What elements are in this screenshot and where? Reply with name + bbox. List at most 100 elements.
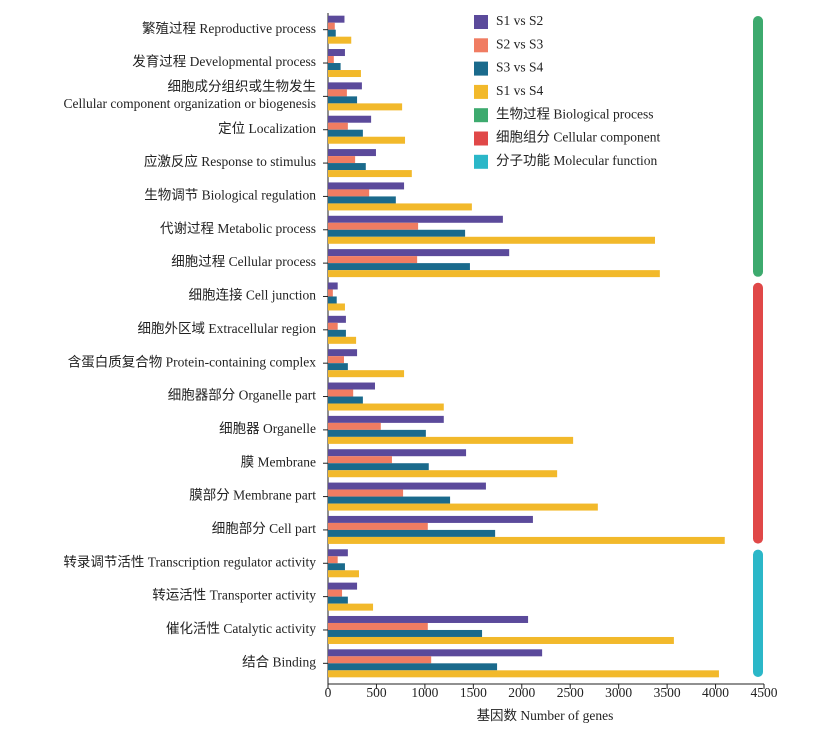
bar — [328, 289, 333, 297]
bar — [328, 436, 574, 444]
bar — [328, 429, 426, 437]
bar — [328, 136, 406, 144]
bar — [328, 496, 451, 504]
legend-label: 细胞组分 Cellular component — [496, 130, 660, 145]
bar — [328, 263, 470, 271]
bar — [328, 203, 472, 211]
bar — [328, 422, 381, 430]
bar — [328, 615, 529, 623]
bar — [328, 589, 343, 597]
bar — [328, 596, 348, 604]
y-tick-label: 代谢过程 Metabolic process — [160, 221, 316, 236]
bar — [328, 149, 376, 157]
bar — [328, 415, 444, 423]
legend-swatch — [474, 108, 488, 123]
x-tick-label: 3000 — [605, 685, 632, 700]
y-tick-label: 含蛋白质复合物 Protein-containing complex — [68, 353, 316, 369]
y-tick-label: 发育过程 Developmental process — [132, 54, 316, 69]
bar — [328, 96, 358, 104]
bar — [328, 522, 428, 530]
bar — [328, 582, 358, 590]
bar — [328, 103, 403, 111]
bar — [328, 449, 467, 457]
bar — [328, 322, 338, 330]
legend-label: S2 vs S3 — [496, 36, 544, 51]
bar — [328, 282, 338, 290]
bar — [328, 529, 496, 537]
bar — [328, 556, 338, 564]
y-tick-label: 细胞成分组织或生物发生 Cellular component organizati… — [64, 79, 316, 111]
legend-swatch — [474, 38, 488, 53]
legend-label: 分子功能 Molecular function — [496, 153, 657, 168]
bar — [328, 236, 655, 244]
bar — [328, 536, 725, 544]
x-tick-label: 4000 — [702, 685, 729, 700]
bar — [328, 15, 345, 23]
bar — [328, 463, 429, 471]
x-tick-label: 3500 — [654, 685, 681, 700]
bar — [328, 22, 335, 30]
bar — [328, 303, 345, 311]
group-bar — [753, 282, 763, 544]
bar — [328, 270, 660, 278]
y-tick-label: 定位 Localization — [218, 121, 316, 136]
bar — [328, 382, 375, 390]
bar — [328, 196, 396, 204]
y-tick-label: 膜部分 Membrane part — [189, 488, 316, 503]
bar — [328, 122, 348, 130]
bar — [328, 82, 362, 90]
legend-swatch — [474, 131, 488, 146]
bar — [328, 636, 674, 644]
x-tick-label: 2000 — [508, 685, 535, 700]
legend-swatch — [474, 154, 488, 169]
bar — [328, 256, 418, 264]
y-tick-label: 催化活性 Catalytic activity — [166, 621, 316, 636]
x-tick-label: 500 — [366, 685, 387, 700]
legend-label: 生物过程 Biological process — [496, 106, 653, 121]
y-tick-label: 细胞过程 Cellular process — [171, 254, 316, 269]
group-bar — [753, 549, 763, 677]
bar — [328, 563, 345, 571]
bar — [328, 396, 363, 404]
legend-label: S1 vs S2 — [496, 13, 543, 28]
y-tick-label: 细胞器 Organelle — [219, 421, 316, 436]
bar — [328, 115, 372, 123]
y-tick-label: 结合 Binding — [242, 654, 316, 669]
bar — [328, 389, 354, 397]
y-tick-label: 应激反应 Response to stimulus — [144, 153, 316, 169]
y-tick-label: 转录调节活性 Transcription regulator activity — [63, 554, 316, 569]
legend-label: S1 vs S4 — [496, 83, 544, 98]
bar — [328, 189, 370, 197]
bar — [328, 249, 510, 257]
bar — [328, 156, 356, 164]
bar — [328, 163, 366, 171]
bar — [328, 63, 341, 71]
x-tick-label: 0 — [325, 685, 332, 700]
bar — [328, 36, 352, 44]
bar — [328, 656, 432, 664]
bar — [328, 336, 357, 344]
bar — [328, 482, 486, 490]
bar — [328, 663, 498, 671]
y-tick-label: 细胞外区域 Extracellular region — [138, 321, 317, 336]
group-bar — [753, 16, 763, 277]
bar — [328, 329, 346, 337]
bar — [328, 456, 392, 464]
x-tick-label: 1500 — [460, 685, 487, 700]
bar — [328, 315, 346, 323]
legend-label: S3 vs S4 — [496, 60, 544, 75]
bar — [328, 229, 466, 237]
bar — [328, 56, 334, 64]
bar — [328, 356, 344, 364]
bar — [328, 649, 543, 657]
bar — [328, 489, 404, 497]
bar — [328, 370, 405, 378]
bar — [328, 470, 558, 478]
bar — [328, 570, 360, 578]
bar — [328, 349, 358, 357]
bar — [328, 629, 483, 637]
bar — [328, 622, 428, 630]
y-tick-label: 细胞器部分 Organelle part — [168, 388, 316, 403]
legend-swatch — [474, 61, 488, 76]
bar — [328, 182, 405, 190]
